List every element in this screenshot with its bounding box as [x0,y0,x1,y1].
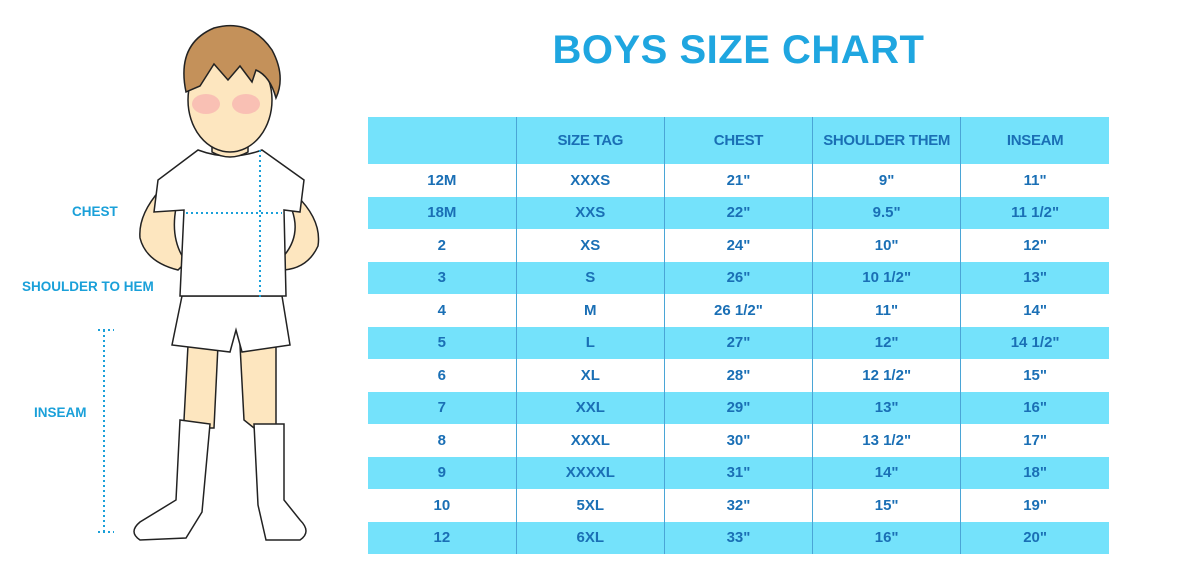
header-size [368,117,516,164]
table-row: 18M XXS 22" 9.5" 11 1/2" [368,196,1109,229]
size-cell: 18M [427,204,457,222]
inseam-cell: 19" [960,489,1109,522]
size-tag-cell: XXS [515,196,665,229]
shoulder-them-cell: 11" [812,294,961,327]
shoulder-them-cell: 13 1/2" [812,424,961,457]
chart-title: BOYS SIZE CHART [552,28,925,72]
table-row: 12M XXXS 21" 9" 11" [368,164,1109,197]
size-tag-cell: XL [515,359,665,392]
size-cell: 6 [437,366,447,384]
size-cell: 2 [437,236,447,254]
inseam-cell: 14" [960,294,1109,327]
size-cell: 9 [437,464,447,482]
inseam-cell: 13" [960,261,1109,294]
size-cell: 8 [437,431,447,449]
size-tag-cell: XXL [515,391,665,424]
inseam-cell: 16" [960,391,1109,424]
chest-cell: 26 1/2" [663,294,813,327]
chest-label: CHEST [72,204,118,219]
size-tag-cell: XS [515,229,665,262]
inseam-cell: 11" [960,164,1109,197]
inseam-cell: 15" [960,359,1109,392]
inseam-cell: 14 1/2" [960,326,1109,359]
size-cell: 5 [437,334,447,352]
shoulder-them-cell: 13" [812,391,961,424]
shoulder-them-cell: 9.5" [812,196,961,229]
shoulder-them-cell: 10 1/2" [812,261,961,294]
table-header-row: SIZE TAG CHEST SHOULDER THEM INSEAM [368,117,1109,164]
inseam-cell: 12" [960,229,1109,262]
table-row: 10 5XL 32" 15" 19" [368,489,1109,522]
chest-cell: 30" [663,424,813,457]
header-shoulder-them: SHOULDER THEM [812,117,961,164]
shoulder-them-cell: 15" [812,489,961,522]
chest-cell: 22" [663,196,813,229]
table-row: 12 6XL 33" 16" 20" [368,521,1109,554]
chest-cell: 21" [663,164,813,197]
size-cell: 4 [437,301,447,319]
size-cell: 12M [427,171,457,189]
chest-cell: 27" [663,326,813,359]
shoulder-them-cell: 16" [812,521,961,554]
header-inseam: INSEAM [960,117,1109,164]
shoulder-them-cell: 12" [812,326,961,359]
chest-cell: 32" [663,489,813,522]
table-row: 4 M 26 1/2" 11" 14" [368,294,1109,327]
shoulder-them-cell: 12 1/2" [812,359,961,392]
size-tag-cell: S [515,261,665,294]
size-tag-cell: XXXS [515,164,665,197]
inseam-cell: 11 1/2" [960,196,1109,229]
table-row: 5 L 27" 12" 14 1/2" [368,326,1109,359]
shoulder-them-cell: 10" [812,229,961,262]
table-row: 7 XXL 29" 13" 16" [368,391,1109,424]
table-row: 8 XXXL 30" 13 1/2" 17" [368,424,1109,457]
table-row: 6 XL 28" 12 1/2" 15" [368,359,1109,392]
table-row: 9 XXXXL 31" 14" 18" [368,456,1109,489]
size-tag-cell: 6XL [515,521,665,554]
size-tag-cell: XXXL [515,424,665,457]
chest-cell: 29" [663,391,813,424]
inseam-cell: 18" [960,456,1109,489]
shoulder-to-hem-label: SHOULDER TO HEM [22,279,154,294]
chest-cell: 24" [663,229,813,262]
size-tag-cell: 5XL [515,489,665,522]
size-tag-cell: XXXXL [515,456,665,489]
size-cell: 10 [433,496,451,514]
header-size-tag: SIZE TAG [515,117,665,164]
shoulder-them-cell: 9" [812,164,961,197]
chest-cell: 33" [663,521,813,554]
size-cell: 12 [433,529,451,547]
chest-cell: 31" [663,456,813,489]
chest-cell: 28" [663,359,813,392]
header-chest: CHEST [663,117,813,164]
size-tag-cell: L [515,326,665,359]
table-row: 3 S 26" 10 1/2" 13" [368,261,1109,294]
size-table: SIZE TAG CHEST SHOULDER THEM INSEAM 12M X… [368,117,1109,554]
chest-cell: 26" [663,261,813,294]
inseam-label: INSEAM [34,405,87,420]
boy-illustration [98,24,320,541]
shoulder-them-cell: 14" [812,456,961,489]
size-cell: 3 [437,269,447,287]
inseam-cell: 20" [960,521,1109,554]
table-row: 2 XS 24" 10" 12" [368,229,1109,262]
size-tag-cell: M [515,294,665,327]
inseam-cell: 17" [960,424,1109,457]
size-cell: 7 [437,399,447,417]
